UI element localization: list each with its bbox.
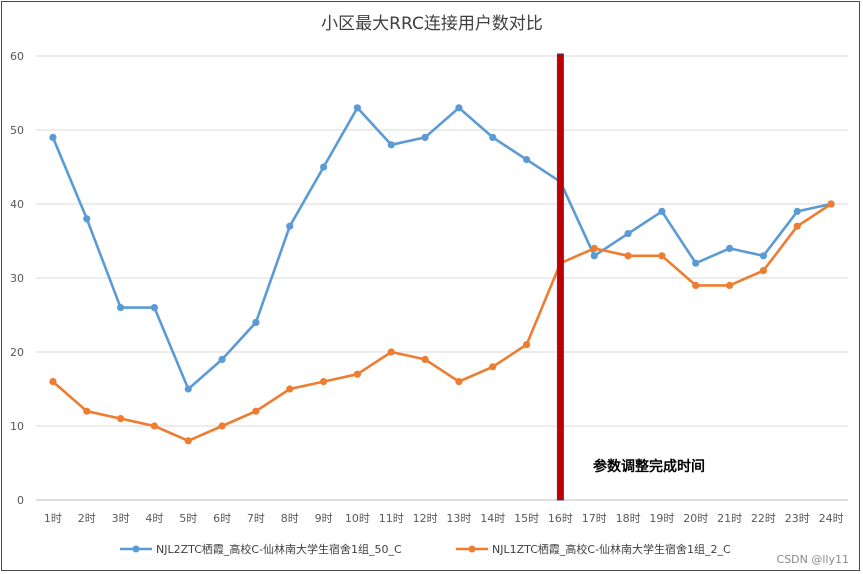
x-tick-label: 12时 bbox=[413, 512, 438, 525]
x-tick-label: 21时 bbox=[717, 512, 742, 525]
data-point-series-1 bbox=[319, 163, 328, 171]
data-point-series-2 bbox=[218, 422, 226, 430]
x-tick-label: 20时 bbox=[683, 512, 708, 525]
x-tick-label: 8时 bbox=[281, 512, 299, 525]
x-tick-label: 22时 bbox=[751, 512, 776, 525]
x-tick-label: 16时 bbox=[548, 512, 573, 525]
legend-label-series-2: NJL1ZTC栖霞_高校C-仙林南大学生宿舍1组_2_C bbox=[492, 542, 731, 556]
data-point-series-1 bbox=[252, 318, 260, 326]
data-point-series-2 bbox=[759, 267, 768, 275]
data-point-series-2 bbox=[319, 378, 328, 386]
x-tick-label: 7时 bbox=[247, 512, 265, 525]
x-tick-label: 23时 bbox=[785, 512, 810, 525]
x-tick-label: 24时 bbox=[819, 512, 844, 525]
y-tick-label: 0 bbox=[17, 494, 24, 507]
data-point-series-2 bbox=[827, 200, 835, 208]
data-point-series-1 bbox=[116, 304, 125, 312]
data-point-series-1 bbox=[624, 230, 632, 238]
data-point-series-1 bbox=[286, 222, 294, 230]
data-point-series-1 bbox=[455, 104, 463, 112]
legend-marker-series-1 bbox=[132, 545, 140, 553]
x-tick-label: 9时 bbox=[315, 512, 333, 525]
gridlines bbox=[36, 55, 848, 501]
data-point-series-2 bbox=[793, 222, 801, 230]
series-line-1 bbox=[51, 106, 833, 391]
x-tick-label: 18时 bbox=[616, 512, 641, 525]
data-point-series-1 bbox=[658, 207, 666, 215]
x-tick-label: 5时 bbox=[179, 512, 197, 525]
data-point-series-1 bbox=[793, 207, 801, 215]
data-point-series-2 bbox=[49, 378, 57, 386]
data-point-series-1 bbox=[725, 244, 734, 252]
y-axis-ticks: 0 10 20 30 40 50 60 bbox=[10, 50, 24, 507]
x-tick-label: 2时 bbox=[78, 512, 96, 525]
data-point-series-2 bbox=[421, 355, 429, 363]
data-point-series-1 bbox=[218, 355, 226, 363]
y-tick-label: 10 bbox=[10, 420, 24, 433]
y-tick-label: 40 bbox=[10, 198, 24, 211]
data-point-series-2 bbox=[353, 370, 362, 378]
data-point-series-1 bbox=[590, 252, 598, 260]
x-tick-label: 13时 bbox=[446, 512, 471, 525]
data-point-series-2 bbox=[590, 244, 598, 252]
annotation-label: 参数调整完成时间 bbox=[593, 458, 705, 475]
data-point-series-2 bbox=[692, 281, 700, 289]
x-tick-label: 10时 bbox=[345, 512, 370, 525]
y-tick-label: 20 bbox=[10, 346, 24, 359]
x-axis-ticks: 1时 2时 3时 4时 5时 6时 7时 8时 9时 10时 11时 12时 13时 14时 15时 16时 1… bbox=[44, 512, 844, 525]
data-point-series-2 bbox=[522, 341, 531, 349]
data-point-series-2 bbox=[286, 385, 294, 393]
legend-marker-series-2 bbox=[468, 545, 476, 553]
data-point-series-1 bbox=[83, 215, 91, 223]
data-point-series-2 bbox=[387, 348, 395, 356]
x-tick-label: 14时 bbox=[480, 512, 505, 525]
data-point-series-1 bbox=[421, 133, 429, 141]
legend: NJL2ZTC栖霞_高校C-仙林南大学生宿舍1组_50_C NJL1ZTC栖霞_… bbox=[120, 542, 731, 556]
data-point-series-2 bbox=[116, 415, 125, 423]
annotation-layer: 参数调整完成时间 bbox=[556, 53, 705, 501]
series-line-2 bbox=[51, 202, 833, 443]
data-point-series-1 bbox=[49, 133, 57, 141]
x-tick-label: 11时 bbox=[379, 512, 404, 525]
data-point-series-1 bbox=[150, 304, 159, 312]
data-point-series-2 bbox=[455, 378, 463, 386]
data-point-series-1 bbox=[522, 156, 531, 164]
y-tick-label: 60 bbox=[10, 50, 24, 63]
data-point-series-1 bbox=[759, 252, 768, 260]
data-point-series-2 bbox=[252, 407, 260, 415]
data-point-series-1 bbox=[489, 133, 497, 141]
data-point-series-1 bbox=[692, 259, 700, 267]
data-point-series-2 bbox=[150, 422, 159, 430]
data-point-series-1 bbox=[353, 104, 362, 112]
data-point-series-2 bbox=[83, 407, 91, 415]
x-tick-label: 6时 bbox=[213, 512, 231, 525]
x-tick-label: 19时 bbox=[649, 512, 674, 525]
data-point-series-2 bbox=[489, 363, 497, 371]
y-tick-label: 30 bbox=[10, 272, 24, 285]
x-tick-label: 1时 bbox=[44, 512, 62, 525]
x-tick-label: 4时 bbox=[145, 512, 163, 525]
x-tick-label: 17时 bbox=[582, 512, 607, 525]
legend-item-series-1: NJL2ZTC栖霞_高校C-仙林南大学生宿舍1组_50_C bbox=[120, 542, 402, 556]
data-point-series-2 bbox=[725, 281, 734, 289]
x-tick-label: 15时 bbox=[514, 512, 539, 525]
data-point-series-2 bbox=[184, 437, 192, 445]
x-tick-label: 3时 bbox=[112, 512, 130, 525]
chart-title: 小区最大RRC连接用户数对比 bbox=[321, 14, 543, 34]
annotation-marker-bar bbox=[556, 53, 564, 501]
data-point-series-2 bbox=[658, 252, 666, 260]
y-tick-label: 50 bbox=[10, 124, 24, 137]
data-point-series-2 bbox=[624, 252, 632, 260]
watermark: CSDN @lly11 bbox=[777, 553, 849, 566]
legend-label-series-1: NJL2ZTC栖霞_高校C-仙林南大学生宿舍1组_50_C bbox=[156, 542, 402, 556]
legend-item-series-2: NJL1ZTC栖霞_高校C-仙林南大学生宿舍1组_2_C bbox=[456, 542, 731, 556]
data-point-series-1 bbox=[387, 141, 395, 149]
data-point-series-1 bbox=[184, 385, 192, 393]
series-layer bbox=[49, 104, 835, 445]
